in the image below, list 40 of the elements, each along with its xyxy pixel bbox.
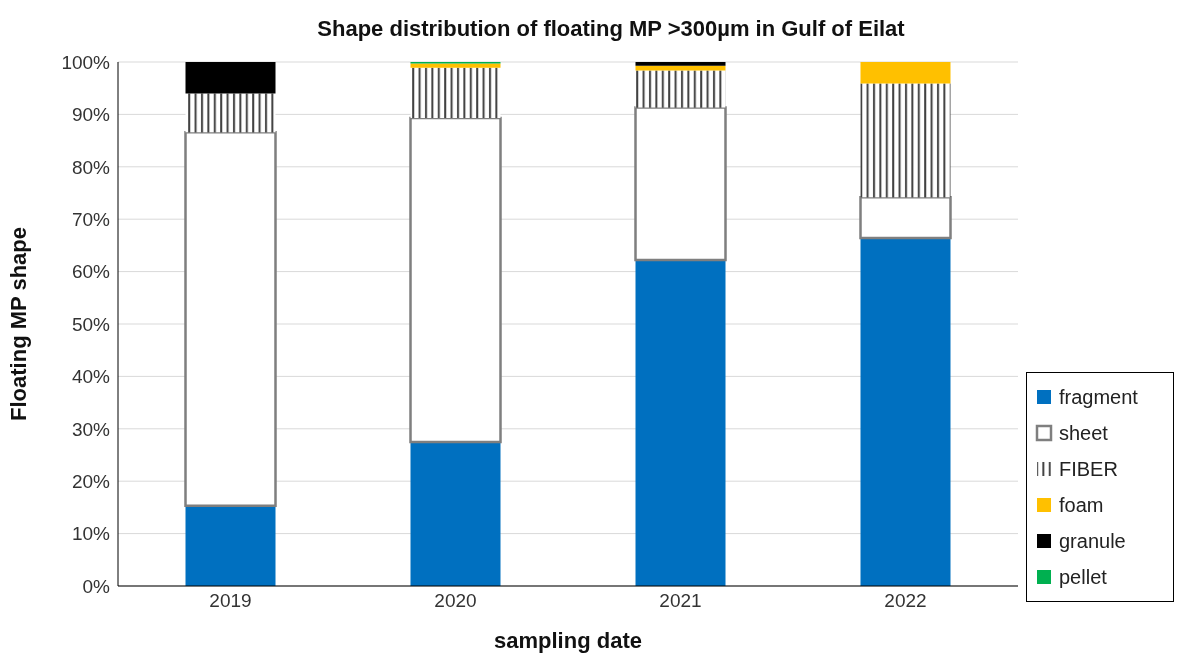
bar	[185, 62, 276, 94]
bar	[185, 505, 276, 586]
x-tick-label: 2021	[659, 590, 702, 612]
y-tick-label: 30%	[71, 418, 111, 440]
legend-label: FIBER	[1059, 457, 1118, 481]
bar	[410, 63, 501, 68]
y-tick-label: 80%	[71, 156, 111, 178]
x-tick-label: 2019	[209, 590, 252, 612]
y-tick-label: 10%	[71, 523, 111, 545]
x-tick-label: 2020	[434, 590, 477, 612]
y-tick-label: 50%	[71, 313, 111, 335]
bar	[634, 106, 727, 262]
bar	[184, 130, 277, 508]
y-tick-label: 40%	[71, 366, 111, 388]
y-tick-label: 90%	[71, 104, 111, 126]
legend-label: fragment	[1059, 385, 1138, 409]
bar	[860, 83, 951, 198]
bar	[635, 62, 726, 66]
bar	[410, 67, 501, 119]
legend-label: sheet	[1059, 421, 1108, 445]
legend-label: foam	[1059, 493, 1104, 517]
chart-title: Shape distribution of floating MP >300µm in Gulf of Eilat	[316, 15, 906, 43]
bar	[860, 62, 951, 84]
y-axis-title: Floating MP shape	[5, 227, 31, 421]
bar	[410, 441, 501, 586]
bar	[185, 93, 276, 133]
legend-label: pellet	[1059, 565, 1107, 589]
bar	[635, 260, 726, 586]
bar	[409, 116, 502, 444]
y-tick-label: 100%	[61, 51, 111, 73]
bar	[635, 70, 726, 108]
y-tick-label: 60%	[71, 261, 111, 283]
bar	[860, 238, 951, 586]
x-axis-title: sampling date	[494, 628, 642, 653]
y-tick-label: 70%	[71, 208, 111, 230]
y-tick-label: 0%	[82, 575, 111, 597]
x-tick-label: 2022	[884, 590, 927, 612]
bar	[859, 195, 952, 240]
y-tick-label: 20%	[71, 470, 111, 492]
legend-label: granule	[1059, 529, 1126, 553]
